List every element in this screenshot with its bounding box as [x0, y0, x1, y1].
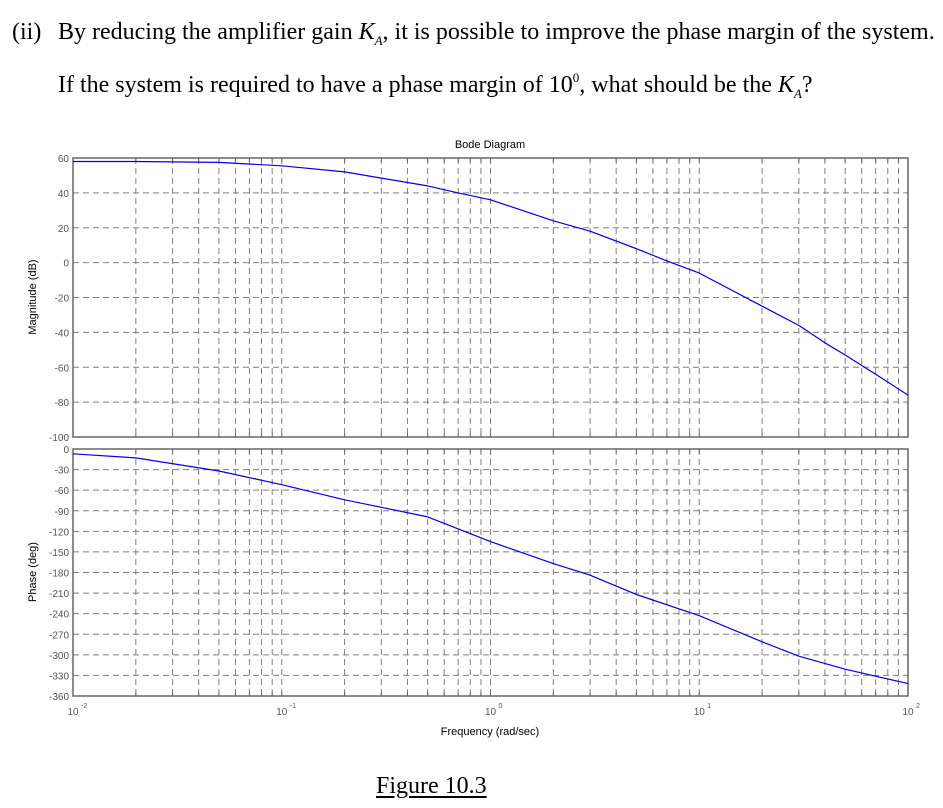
y-tick-label: -300: [49, 651, 69, 662]
y-tick-label: -360: [49, 692, 69, 703]
x-tick-label: 10: [694, 707, 706, 718]
phase-plot: 0 -30 -60 -90 -120 -150 -180 -210 -240 -270 -300 -3…: [49, 445, 909, 703]
y-tick-label: -20: [55, 294, 70, 305]
question-line-1: (ii) By reducing the amplifier gain KA, i…: [12, 14, 935, 59]
magnitude-curve: [73, 160, 909, 396]
chart-title: Bode Diagram: [455, 139, 525, 151]
x-tick-label: 10: [276, 707, 288, 718]
plot-frame: [72, 448, 909, 697]
y-tick-label: 0: [63, 259, 69, 270]
x-tick-exponent: 0: [499, 703, 503, 710]
x-tick-label: 10: [485, 707, 497, 718]
magnitude-plot: 60 40 20 0 -20 -40 -60 -80 -100: [49, 154, 909, 444]
y-tick-label: 0: [63, 445, 69, 456]
y-tick-label: -100: [49, 433, 69, 444]
y-tick-label: -40: [55, 328, 70, 339]
question-number: (ii): [12, 19, 42, 45]
x-tick-label: 10: [902, 707, 914, 718]
phase-y-label: Phase (deg): [27, 542, 39, 602]
y-tick-label: 40: [58, 189, 70, 200]
x-tick-label: 10: [67, 707, 79, 718]
x-tick-exponent: 1: [707, 703, 711, 710]
x-axis-label: Frequency (rad/sec): [441, 726, 539, 738]
y-tick-label: -120: [49, 527, 69, 538]
y-tick-label: -150: [49, 548, 69, 559]
x-tick-exponent: 2: [916, 703, 920, 710]
phase-curve: [72, 453, 909, 685]
y-tick-label: -60: [55, 486, 70, 497]
y-tick-label: -330: [49, 671, 69, 682]
figure-caption: Figure 10.3: [376, 773, 487, 799]
x-tick-exponent: -1: [290, 703, 296, 710]
y-tick-label: 60: [58, 154, 70, 165]
y-tick-label: -240: [49, 610, 69, 621]
y-tick-label: -180: [49, 569, 69, 580]
plot-frame: [72, 157, 909, 438]
y-tick-label: -210: [49, 589, 69, 600]
magnitude-y-label: Magnitude (dB): [27, 259, 39, 334]
y-tick-label: -90: [55, 507, 70, 518]
y-tick-label: -30: [55, 466, 70, 477]
y-tick-label: -270: [49, 630, 69, 641]
x-tick-exponent: -2: [81, 703, 87, 710]
question-line-2: If the system is required to have a phas…: [58, 70, 813, 101]
y-tick-label: -60: [55, 363, 70, 374]
y-tick-label: -80: [55, 398, 70, 409]
question-text: (ii) By reducing the amplifier gain KA, i…: [12, 14, 935, 112]
y-tick-label: 20: [58, 224, 70, 235]
